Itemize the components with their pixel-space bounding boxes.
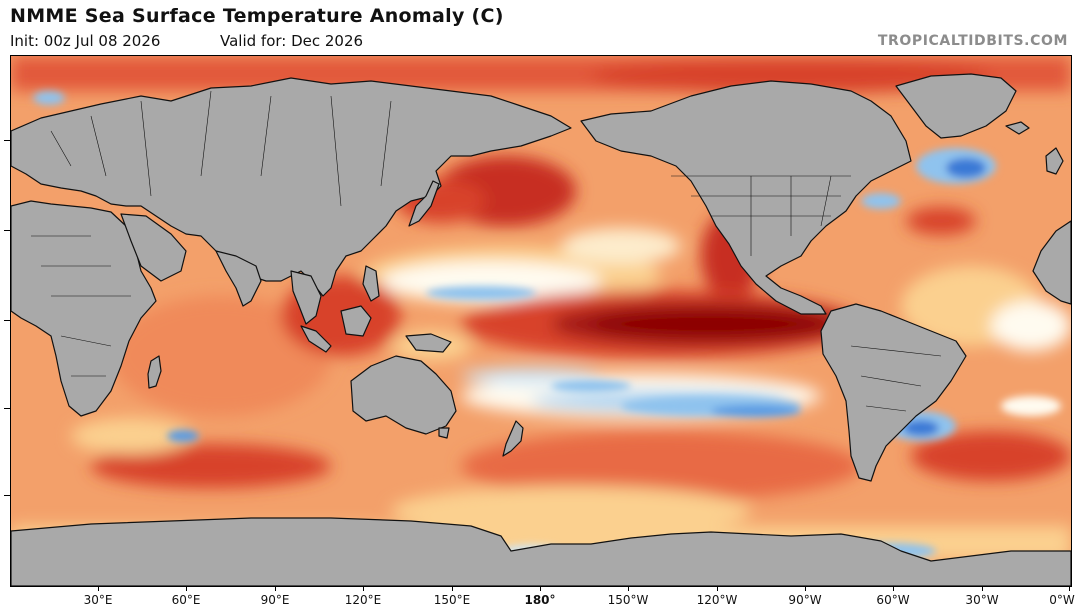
map-title: NMME Sea Surface Temperature Anomaly (C) <box>10 5 504 27</box>
tick-label: 120°W <box>696 593 738 607</box>
new-guinea-landmass <box>405 333 452 353</box>
india-landmass <box>215 250 262 307</box>
country-borders <box>31 90 942 412</box>
tick-label: 90°E <box>260 593 290 607</box>
new-zealand-landmass <box>502 420 524 457</box>
madagascar-landmass <box>147 355 162 389</box>
tick-label-dateline: 180° <box>524 593 556 607</box>
y-tick <box>4 320 10 321</box>
tick-label: 0°W <box>1049 593 1075 607</box>
map-canvas <box>11 56 1071 586</box>
tick-mark <box>1069 586 1070 591</box>
africa-landmass <box>11 200 157 417</box>
uk-landmass <box>1045 147 1064 175</box>
sumatra-landmass <box>300 325 332 353</box>
tick-mark <box>717 586 718 591</box>
iceland-landmass <box>1005 121 1030 135</box>
antarctica-landmass <box>11 517 1071 586</box>
init-time: Init: 00z Jul 08 2026 <box>10 32 161 50</box>
tick-mark <box>452 586 453 591</box>
greenland-landmass <box>895 73 1017 139</box>
australia-landmass <box>350 355 457 435</box>
philippines-landmass <box>362 265 380 302</box>
tick-label: 30°W <box>965 593 999 607</box>
valid-time: Valid for: Dec 2026 <box>220 32 364 50</box>
tick-label: 60°E <box>171 593 201 607</box>
anomaly-map <box>10 55 1072 587</box>
brand-watermark: TROPICALTIDBITS.COM <box>877 33 1068 49</box>
south-america-landmass <box>820 303 967 482</box>
tick-mark <box>540 586 541 591</box>
y-tick <box>4 495 10 496</box>
longitude-axis: 30°E 60°E 90°E 120°E 150°E 180° 150°W 12… <box>10 586 1075 608</box>
land-masses <box>11 73 1071 586</box>
tick-mark <box>982 586 983 591</box>
y-tick <box>4 408 10 409</box>
y-tick <box>4 140 10 141</box>
tick-mark <box>628 586 629 591</box>
tick-mark <box>893 586 894 591</box>
japan-landmass <box>408 180 440 227</box>
borneo-landmass <box>340 305 372 337</box>
north-america-landmass <box>580 80 912 315</box>
arabia-landmass <box>120 213 187 282</box>
tick-mark <box>275 586 276 591</box>
tick-label: 150°W <box>607 593 649 607</box>
tick-label: 150°E <box>433 593 471 607</box>
west-africa-landmass <box>1032 220 1071 305</box>
tasmania-landmass <box>438 427 450 439</box>
tick-mark <box>186 586 187 591</box>
tick-mark <box>363 586 364 591</box>
eurasia-landmass <box>11 77 572 297</box>
tick-label: 60°W <box>876 593 910 607</box>
indochina-landmass <box>290 270 322 325</box>
tick-mark <box>805 586 806 591</box>
tick-mark <box>98 586 99 591</box>
tick-label: 90°W <box>788 593 822 607</box>
y-tick <box>4 230 10 231</box>
tick-label: 30°E <box>83 593 113 607</box>
tick-label: 120°E <box>344 593 382 607</box>
